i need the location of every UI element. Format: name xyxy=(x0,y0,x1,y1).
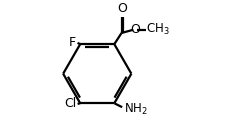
Text: NH$_2$: NH$_2$ xyxy=(124,102,147,117)
Text: O: O xyxy=(130,23,140,36)
Text: O: O xyxy=(117,2,126,15)
Text: CH$_3$: CH$_3$ xyxy=(145,22,169,37)
Text: F: F xyxy=(69,36,76,49)
Text: Cl: Cl xyxy=(64,97,76,110)
